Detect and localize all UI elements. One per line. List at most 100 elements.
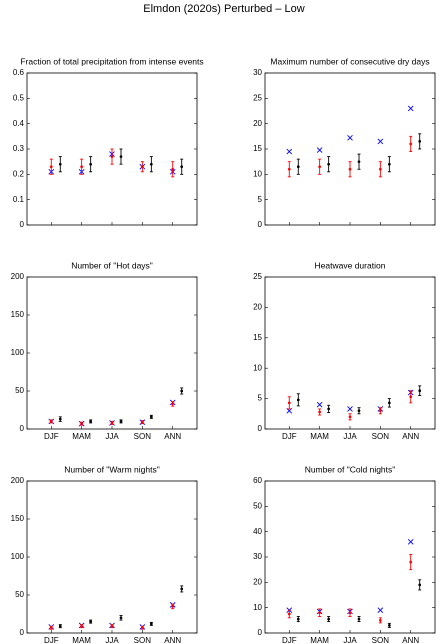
x-tick-label: MAM <box>310 432 329 441</box>
error-center <box>89 420 92 423</box>
error-bar <box>387 398 391 408</box>
error-center <box>296 398 300 402</box>
y-tick-label: 25 <box>253 93 262 102</box>
error-bar <box>80 624 84 629</box>
error-bar <box>418 133 422 150</box>
error-center <box>287 401 291 405</box>
error-bar <box>89 419 93 424</box>
y-tick-label: 0 <box>258 628 263 637</box>
panel-title: Number of "Warm nights" <box>64 464 159 474</box>
error-bar <box>296 158 300 175</box>
error-center <box>388 401 391 405</box>
error-bar <box>58 624 62 629</box>
x-tick-label: ANN <box>402 432 419 441</box>
error-center <box>327 162 330 166</box>
y-tick-label: 30 <box>253 68 262 77</box>
y-tick-label: 15 <box>253 333 262 342</box>
error-bar <box>58 156 62 173</box>
figure-title: Elmdon (2020s) Perturbed – Low <box>143 3 304 15</box>
cross-marker <box>316 401 323 408</box>
y-tick-label: 0 <box>20 220 25 229</box>
error-bar <box>378 161 382 178</box>
cross-marker <box>407 105 414 112</box>
error-bar <box>110 420 114 425</box>
cross-stroke <box>407 105 414 112</box>
error-bar <box>49 158 53 175</box>
cross-stroke <box>347 406 353 412</box>
error-bar <box>140 420 144 425</box>
error-center <box>318 165 321 169</box>
y-tick-label: 100 <box>11 552 25 561</box>
x-tick-label: DJF <box>44 432 59 441</box>
panel-title: Number of "Hot days" <box>71 260 153 270</box>
y-tick-label: 150 <box>11 514 25 523</box>
y-tick-label: 20 <box>253 577 262 586</box>
error-bar <box>327 616 331 623</box>
cross-stroke <box>377 607 384 614</box>
error-bar <box>287 396 291 410</box>
error-bar <box>409 390 413 404</box>
y-tick-label: 0.5 <box>13 93 25 102</box>
cross-marker <box>377 607 384 614</box>
error-bar <box>89 156 93 173</box>
error-bar <box>357 616 361 623</box>
error-center <box>171 605 175 608</box>
error-center <box>80 165 83 169</box>
cross-stroke <box>286 407 293 414</box>
plot-frame <box>264 72 436 226</box>
x-tick-label: ANN <box>164 432 181 441</box>
y-tick-label: 200 <box>11 272 25 281</box>
y-tick-label: 10 <box>253 603 262 612</box>
error-bar <box>327 156 331 173</box>
error-bar <box>140 161 144 173</box>
error-center <box>318 410 321 414</box>
error-bar <box>418 579 422 591</box>
cross-marker <box>347 135 353 141</box>
error-bar <box>296 616 300 623</box>
x-tick-label: SON <box>134 432 152 441</box>
y-tick-label: 50 <box>15 590 24 599</box>
y-tick-label: 0.1 <box>13 195 25 204</box>
error-center <box>58 417 62 421</box>
y-tick-label: 0.6 <box>13 68 25 77</box>
y-tick-label: 20 <box>253 303 262 312</box>
error-center <box>348 611 352 615</box>
y-tick-label: 20 <box>253 119 262 128</box>
y-tick-label: 25 <box>253 272 262 281</box>
error-center <box>141 626 144 630</box>
x-tick-label: SON <box>134 636 152 644</box>
cross-stroke <box>316 147 323 153</box>
x-tick-label: MAM <box>72 636 91 644</box>
cross-marker <box>347 406 353 412</box>
error-bar <box>180 585 184 593</box>
error-center <box>180 165 184 169</box>
error-center <box>58 162 62 166</box>
error-center <box>119 616 123 620</box>
error-center <box>150 415 153 419</box>
x-tick-label: DJF <box>44 636 59 644</box>
x-tick-label: DJF <box>282 432 297 441</box>
x-tick-label: SON <box>372 636 390 644</box>
y-tick-label: 100 <box>11 348 25 357</box>
cross-stroke <box>377 138 384 145</box>
error-center <box>357 617 361 621</box>
error-center <box>357 160 361 164</box>
error-center <box>296 165 300 169</box>
cross-marker <box>286 407 293 414</box>
error-bar <box>171 161 175 178</box>
error-center <box>287 167 291 171</box>
y-tick-label: 0.4 <box>13 119 25 128</box>
error-center <box>379 167 382 171</box>
error-bar <box>119 419 123 424</box>
error-center <box>388 162 391 166</box>
error-bar <box>119 148 123 165</box>
x-tick-label: ANN <box>402 636 419 644</box>
error-bar <box>58 416 62 422</box>
y-tick-label: 200 <box>11 476 25 485</box>
cross-marker <box>407 538 414 545</box>
error-bar <box>287 609 291 619</box>
error-center <box>141 165 144 169</box>
error-bar <box>387 622 391 628</box>
error-bar <box>287 161 291 178</box>
